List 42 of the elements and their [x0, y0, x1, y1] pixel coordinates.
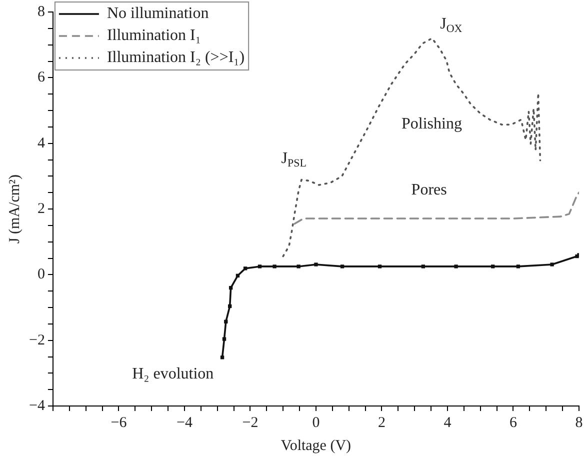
y-axis-title: J (mA/cm²): [6, 174, 23, 244]
point: [224, 320, 228, 324]
x-tick-label: 8: [575, 414, 583, 431]
point: [228, 286, 233, 290]
y-tick-label: 2: [37, 200, 45, 217]
y-tick-label: 4: [37, 135, 46, 152]
y-tick-label: 8: [37, 4, 45, 20]
point: [272, 264, 276, 268]
point: [516, 264, 520, 268]
legend-label: No illumination: [106, 5, 209, 22]
point: [236, 274, 240, 278]
legend-label: Illumination I₂ (>>I₁): [106, 49, 245, 66]
point: [340, 264, 344, 268]
x-tick-label: 6: [509, 414, 518, 431]
point: [314, 262, 318, 266]
x-tick-label: 4: [444, 414, 452, 431]
point: [243, 266, 248, 270]
point: [550, 262, 554, 266]
point: [258, 264, 262, 268]
point: [228, 304, 232, 308]
point: [220, 356, 224, 360]
x-tick-label: −6: [110, 414, 128, 431]
x-tick-label: 2: [378, 414, 386, 431]
point: [454, 264, 458, 268]
point: [296, 264, 300, 268]
y-tick-label: 6: [37, 70, 46, 86]
x-tick-label: −2: [242, 414, 258, 431]
x-axis-title: Voltage (V): [280, 438, 352, 454]
x-tick-label: 0: [312, 414, 320, 431]
point: [421, 264, 425, 268]
annotation: H₂ evolution: [132, 366, 214, 383]
line-series: [282, 37, 542, 258]
legend-label: Illumination I₁: [106, 27, 201, 44]
x-tick-label: −4: [176, 414, 193, 431]
point: [222, 337, 226, 341]
point: [491, 264, 495, 268]
y-tick-label: 0: [37, 266, 45, 283]
annotation: Pores: [411, 182, 447, 199]
y-tick-label: −2: [28, 332, 45, 348]
point: [378, 264, 382, 268]
y-tick-label: −4: [28, 398, 46, 414]
annotation: Polishing: [401, 115, 462, 132]
